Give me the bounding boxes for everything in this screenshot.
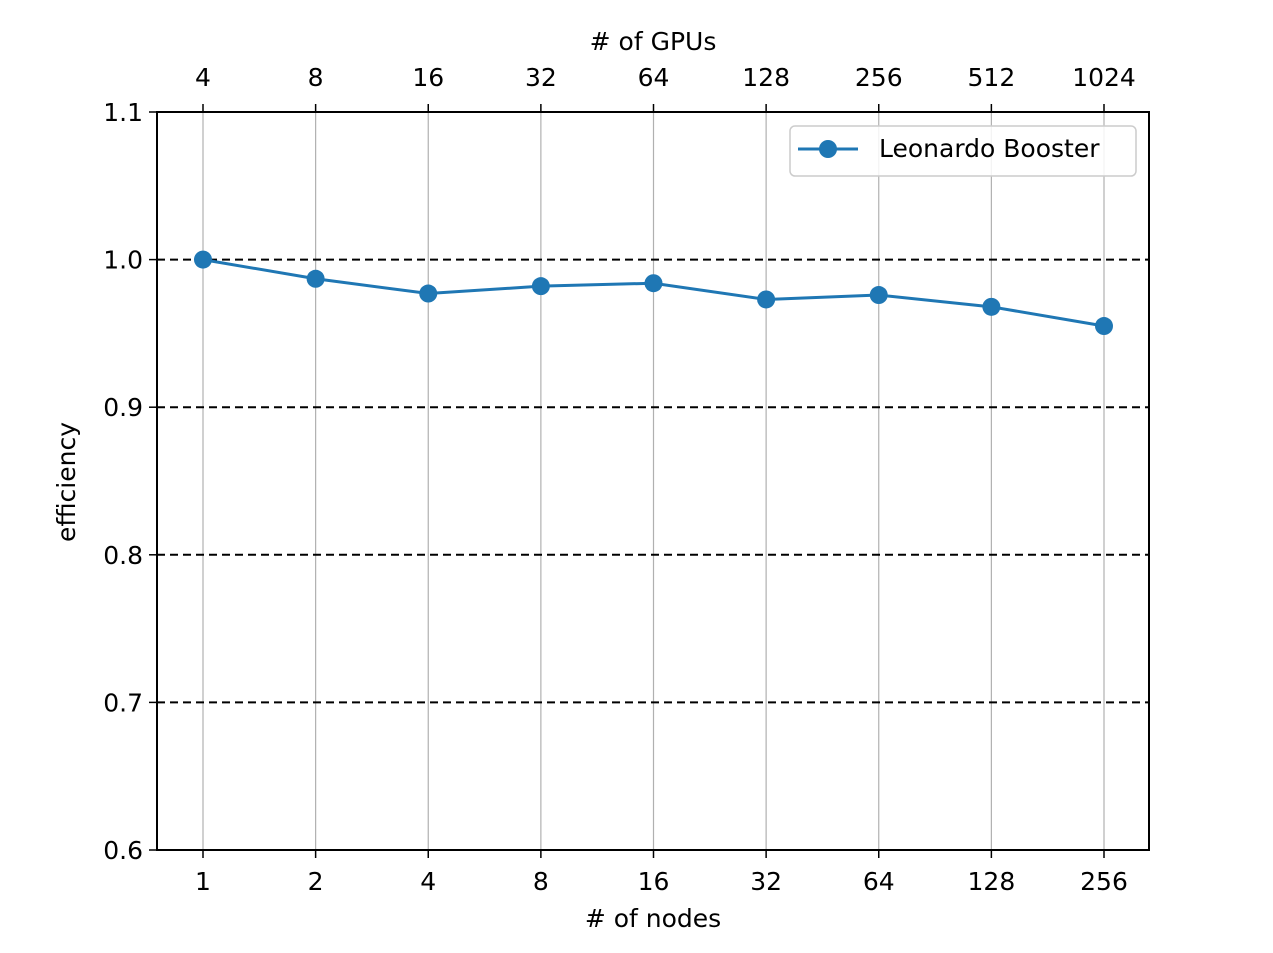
top-x-tick-label: 256 bbox=[855, 63, 903, 92]
data-point bbox=[644, 274, 663, 293]
x-tick-label: 16 bbox=[638, 867, 670, 896]
legend-box bbox=[789, 125, 1137, 177]
data-point bbox=[306, 269, 325, 288]
y-tick-label: 0.6 bbox=[103, 836, 143, 865]
data-point bbox=[194, 250, 212, 269]
x-axis-label: # of nodes bbox=[585, 904, 721, 933]
data-point bbox=[757, 290, 776, 309]
data-point bbox=[531, 277, 550, 296]
y-tick-label: 0.7 bbox=[103, 688, 143, 717]
y-tick-label: 1.0 bbox=[103, 246, 143, 275]
top-x-tick-label: 16 bbox=[412, 63, 444, 92]
x-tick-label: 2 bbox=[308, 867, 324, 896]
y-tick-label: 1.1 bbox=[103, 98, 143, 127]
x-tick-label: 128 bbox=[968, 867, 1016, 896]
y-axis-label: efficiency bbox=[52, 422, 81, 542]
vertical-gridlines bbox=[202, 112, 1105, 850]
data-point bbox=[982, 297, 1001, 316]
y-axis-ticks: 0.6 0.7 0.8 0.9 1.0 1.1 bbox=[103, 98, 157, 865]
x-tick-label: 256 bbox=[1080, 867, 1128, 896]
legend-label: Leonardo Booster bbox=[879, 134, 1100, 163]
x-tick-label: 8 bbox=[533, 867, 549, 896]
data-point bbox=[869, 286, 888, 305]
series-layer bbox=[194, 250, 1113, 336]
top-x-axis-label: # of GPUs bbox=[590, 27, 717, 56]
top-x-axis-ticks: 4 8 16 32 64 128 256 512 1024 bbox=[195, 63, 1136, 112]
top-x-tick-label: 8 bbox=[308, 63, 324, 92]
top-x-tick-label: 4 bbox=[195, 63, 211, 92]
y-tick-label: 0.8 bbox=[103, 541, 143, 570]
x-tick-label: 32 bbox=[750, 867, 782, 896]
x-tick-label: 4 bbox=[420, 867, 436, 896]
legend: Leonardo Booster bbox=[789, 125, 1137, 177]
top-x-tick-label: 128 bbox=[742, 63, 790, 92]
y-tick-label: 0.9 bbox=[103, 393, 143, 422]
data-point bbox=[1095, 317, 1113, 336]
top-x-tick-label: 32 bbox=[525, 63, 557, 92]
top-x-tick-label: 512 bbox=[968, 63, 1016, 92]
bottom-x-axis-ticks: 1 2 4 8 16 32 64 128 256 bbox=[195, 850, 1128, 896]
top-x-tick-label: 1024 bbox=[1072, 63, 1136, 92]
legend-marker-sample bbox=[819, 140, 837, 158]
x-tick-label: 64 bbox=[863, 867, 895, 896]
x-tick-label: 1 bbox=[195, 867, 211, 896]
top-x-tick-label: 64 bbox=[638, 63, 670, 92]
data-point bbox=[419, 284, 438, 303]
